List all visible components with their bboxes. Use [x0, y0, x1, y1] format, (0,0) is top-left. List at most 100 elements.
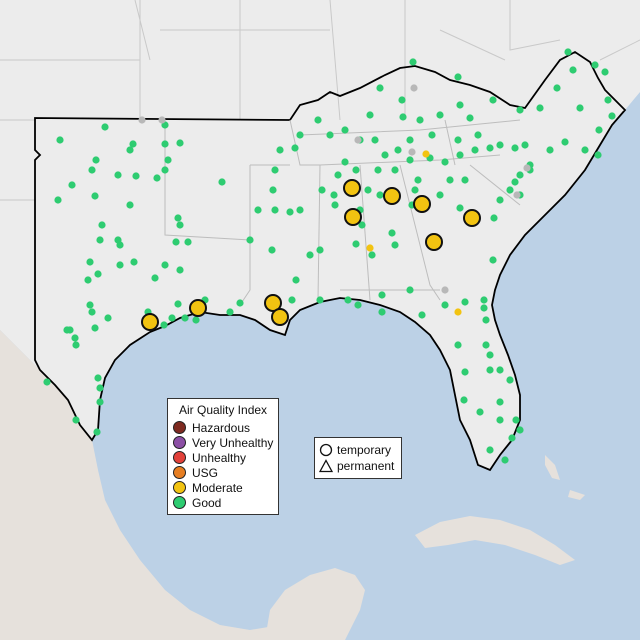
station-marker[interactable] — [496, 416, 504, 424]
station-marker[interactable] — [352, 240, 360, 248]
temporary-site-marker[interactable] — [413, 195, 431, 213]
station-marker[interactable] — [576, 104, 584, 112]
station-marker[interactable] — [88, 308, 96, 316]
station-marker[interactable] — [446, 176, 454, 184]
temporary-site-marker[interactable] — [141, 313, 159, 331]
station-marker[interactable] — [466, 114, 474, 122]
station-marker[interactable] — [91, 324, 99, 332]
station-marker[interactable] — [116, 241, 124, 249]
station-marker-no-data[interactable] — [408, 148, 416, 156]
station-marker[interactable] — [130, 258, 138, 266]
station-marker[interactable] — [161, 166, 169, 174]
station-marker[interactable] — [314, 116, 322, 124]
temporary-site-marker[interactable] — [463, 209, 481, 227]
station-marker[interactable] — [330, 191, 338, 199]
station-marker[interactable] — [456, 151, 464, 159]
station-marker[interactable] — [86, 258, 94, 266]
station-marker[interactable] — [160, 321, 168, 329]
station-marker-no-data[interactable] — [513, 191, 521, 199]
station-marker[interactable] — [516, 426, 524, 434]
station-marker[interactable] — [409, 58, 417, 66]
station-marker[interactable] — [480, 304, 488, 312]
station-marker[interactable] — [482, 341, 490, 349]
station-marker[interactable] — [461, 368, 469, 376]
station-marker[interactable] — [496, 366, 504, 374]
station-marker[interactable] — [96, 384, 104, 392]
station-marker[interactable] — [354, 301, 362, 309]
station-marker[interactable] — [344, 296, 352, 304]
station-marker[interactable] — [454, 341, 462, 349]
station-marker[interactable] — [176, 139, 184, 147]
station-marker[interactable] — [391, 241, 399, 249]
station-marker[interactable] — [91, 192, 99, 200]
station-marker[interactable] — [268, 246, 276, 254]
station-marker[interactable] — [316, 246, 324, 254]
station-marker[interactable] — [129, 140, 137, 148]
station-marker[interactable] — [98, 221, 106, 229]
station-marker[interactable] — [72, 341, 80, 349]
station-marker[interactable] — [553, 84, 561, 92]
station-marker[interactable] — [316, 296, 324, 304]
station-marker[interactable] — [490, 214, 498, 222]
station-marker[interactable] — [341, 126, 349, 134]
station-marker[interactable] — [54, 196, 62, 204]
station-marker[interactable] — [508, 434, 516, 442]
station-marker[interactable] — [486, 366, 494, 374]
station-marker[interactable] — [399, 113, 407, 121]
station-marker[interactable] — [254, 206, 262, 214]
station-marker[interactable] — [341, 158, 349, 166]
station-marker[interactable] — [486, 144, 494, 152]
station-marker-no-data[interactable] — [523, 164, 531, 172]
station-marker[interactable] — [416, 116, 424, 124]
station-marker[interactable] — [72, 416, 80, 424]
station-marker[interactable] — [364, 186, 372, 194]
station-marker[interactable] — [306, 251, 314, 259]
station-marker[interactable] — [71, 334, 79, 342]
station-marker[interactable] — [486, 351, 494, 359]
temporary-site-marker[interactable] — [271, 308, 289, 326]
station-marker[interactable] — [84, 276, 92, 284]
station-marker[interactable] — [406, 286, 414, 294]
station-marker[interactable] — [276, 146, 284, 154]
station-marker[interactable] — [441, 158, 449, 166]
temporary-site-marker[interactable] — [343, 179, 361, 197]
station-marker[interactable] — [174, 300, 182, 308]
station-marker[interactable] — [474, 131, 482, 139]
station-marker[interactable] — [271, 166, 279, 174]
station-marker[interactable] — [218, 178, 226, 186]
station-marker[interactable] — [376, 84, 384, 92]
station-marker[interactable] — [176, 221, 184, 229]
station-marker[interactable] — [366, 111, 374, 119]
station-marker[interactable] — [296, 131, 304, 139]
station-marker[interactable] — [506, 376, 514, 384]
station-marker[interactable] — [581, 146, 589, 154]
station-marker[interactable] — [546, 146, 554, 154]
station-marker[interactable] — [516, 171, 524, 179]
station-marker[interactable] — [331, 201, 339, 209]
station-marker[interactable] — [536, 104, 544, 112]
station-marker[interactable] — [406, 156, 414, 164]
station-marker[interactable] — [334, 171, 342, 179]
station-marker-no-data[interactable] — [441, 286, 449, 294]
station-marker[interactable] — [489, 256, 497, 264]
station-marker[interactable] — [174, 214, 182, 222]
station-marker[interactable] — [378, 308, 386, 316]
station-marker[interactable] — [461, 176, 469, 184]
station-marker-no-data[interactable] — [354, 136, 362, 144]
station-marker[interactable] — [86, 301, 94, 309]
station-marker[interactable] — [486, 446, 494, 454]
temporary-site-marker[interactable] — [425, 233, 443, 251]
station-marker[interactable] — [480, 296, 488, 304]
station-marker[interactable] — [176, 266, 184, 274]
station-marker[interactable] — [291, 144, 299, 152]
temporary-site-marker[interactable] — [383, 187, 401, 205]
station-marker[interactable] — [288, 296, 296, 304]
station-marker[interactable] — [168, 314, 176, 322]
station-marker[interactable] — [441, 301, 449, 309]
station-marker[interactable] — [471, 146, 479, 154]
station-marker[interactable] — [489, 96, 497, 104]
station-marker[interactable] — [116, 261, 124, 269]
station-marker[interactable] — [601, 68, 609, 76]
station-marker[interactable] — [595, 126, 603, 134]
